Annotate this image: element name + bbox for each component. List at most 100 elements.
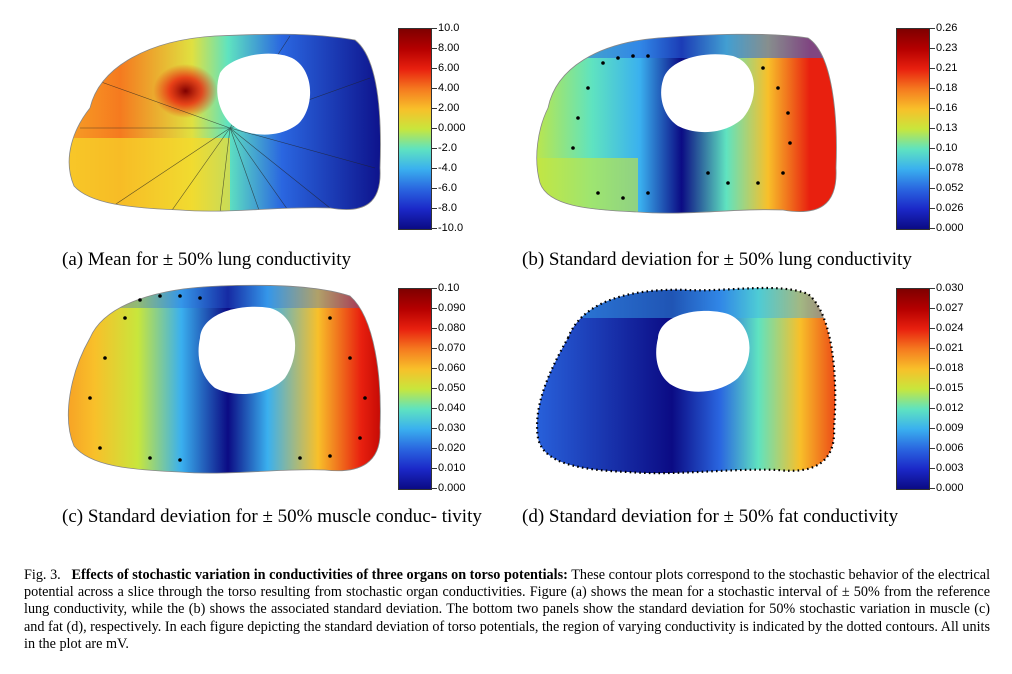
colorbar-band — [399, 169, 431, 189]
colorbar-band — [897, 329, 929, 349]
colorbar-tick-label: 0.015 — [930, 382, 964, 394]
figure-body: These contour plots correspond to the st… — [24, 567, 991, 652]
colorbar-tick-label: -6.0 — [432, 182, 457, 194]
colorbar-tick-label: 0.13 — [930, 122, 957, 134]
colorbar-band — [897, 409, 929, 429]
colorbar-tick-label: 0.006 — [930, 442, 964, 454]
colorbar-band — [399, 109, 431, 129]
colorbar-tick-label: -10.0 — [432, 222, 463, 234]
colorbar-b — [896, 28, 930, 230]
colorbar-tick-label: -2.0 — [432, 142, 457, 154]
colorbar-band — [897, 189, 929, 209]
colorbar-tick-label: 8.00 — [432, 42, 459, 54]
colorbar-band — [399, 329, 431, 349]
colorbar-tick-label: 0.18 — [930, 82, 957, 94]
panel-b: 0.26 0.23 0.21 0.18 0.16 0.13 0.10 0.078 0.052 0.… — [528, 18, 988, 246]
colorbar-tick-label: 0.10 — [432, 282, 459, 294]
colorbar-band — [399, 49, 431, 69]
colorbar-tick-label: 0.052 — [930, 182, 964, 194]
subcaption-d: (d) Standard deviation for ± 50% fat con… — [522, 506, 899, 527]
colorbar-tick-label: 0.040 — [432, 402, 466, 414]
contour-plot-a — [68, 33, 381, 212]
colorbar-ticks-b: 0.26 0.23 0.21 0.18 0.16 0.13 0.10 0.078 0.052 0.… — [930, 22, 988, 236]
colorbar-tick-label: 0.021 — [930, 342, 964, 354]
colorbar-tick-label: 0.000 — [432, 482, 466, 494]
colorbar-band — [897, 449, 929, 469]
colorbar-band — [897, 29, 929, 49]
colorbar-band — [399, 89, 431, 109]
dotted-contour-b — [571, 54, 792, 200]
subcaption-c: (c) Standard deviation for ± 50% muscle … — [62, 506, 482, 527]
colorbar-tick-label: 0.010 — [432, 462, 466, 474]
colorbar-tick-label: 0.000 — [930, 482, 964, 494]
colorbar-ticks-c: 0.10 0.090 0.080 0.070 0.060 0.050 0.040 0.030 0… — [432, 282, 490, 496]
colorbar-tick-label: 0.030 — [432, 422, 466, 434]
colorbar-band — [399, 429, 431, 449]
panel-d: 0.030 0.027 0.024 0.021 0.018 0.015 0.012 0.009… — [528, 278, 988, 506]
colorbar-tick-label: 0.018 — [930, 362, 964, 374]
figure-label: Fig. 3. — [24, 567, 61, 583]
colorbar-band — [399, 129, 431, 149]
colorbar-band — [897, 209, 929, 229]
torso-field-c — [68, 285, 381, 474]
lung-hole-a — [217, 53, 311, 135]
colorbar-tick-label: 0.26 — [930, 22, 957, 34]
colorbar-tick-label: 0.16 — [930, 102, 957, 114]
colorbar-band — [897, 109, 929, 129]
dotted-contour-c — [88, 294, 367, 462]
colorbar-tick-label: 0.080 — [432, 322, 466, 334]
colorbar-tick-label: 2.00 — [432, 102, 459, 114]
colorbar-band — [897, 429, 929, 449]
colorbar-band — [897, 289, 929, 309]
panel-a: 10.0 8.00 6.00 4.00 2.00 0.000 -2.0 -4.0 -6.0 -8.… — [30, 18, 490, 246]
colorbar-ticks-d: 0.030 0.027 0.024 0.021 0.018 0.015 0.012 0.009… — [930, 282, 988, 496]
colorbar-band — [399, 409, 431, 429]
colorbar-band — [897, 389, 929, 409]
colorbar-band — [897, 149, 929, 169]
colorbar-band — [399, 289, 431, 309]
colorbar-tick-label: 0.10 — [930, 142, 957, 154]
colorbar-band — [399, 69, 431, 89]
colorbar-band — [897, 349, 929, 369]
colorbar-band — [897, 369, 929, 389]
colorbar-tick-label: 0.21 — [930, 62, 957, 74]
colorbar-d — [896, 288, 930, 490]
colorbar-band — [399, 369, 431, 389]
colorbar-tick-label: 0.030 — [930, 282, 964, 294]
contour-plot-d — [536, 286, 837, 475]
colorbar-c — [398, 288, 432, 490]
colorbar-tick-label: 0.078 — [930, 162, 964, 174]
panel-c: 0.10 0.090 0.080 0.070 0.060 0.050 0.040 0.030 0… — [30, 278, 490, 506]
lung-hole-c — [198, 306, 296, 394]
colorbar-tick-label: -8.0 — [432, 202, 457, 214]
colorbar-ticks-a: 10.0 8.00 6.00 4.00 2.00 0.000 -2.0 -4.0 -6.0 -8.… — [432, 22, 490, 236]
colorbar-band — [897, 49, 929, 69]
colorbar-tick-label: 0.012 — [930, 402, 964, 414]
colorbar-tick-label: 0.060 — [432, 362, 466, 374]
colorbar-tick-label: 0.23 — [930, 42, 957, 54]
colorbar-tick-label: 0.024 — [930, 322, 964, 334]
colorbar-tick-label: 0.000 — [432, 122, 466, 134]
colorbar-tick-label: 0.003 — [930, 462, 964, 474]
colorbar-band — [399, 349, 431, 369]
colorbar-band — [897, 89, 929, 109]
figure-caption: Fig. 3. Effects of stochastic variation … — [24, 567, 990, 653]
torso-field-a — [69, 34, 381, 212]
colorbar-tick-label: 10.0 — [432, 22, 459, 34]
colorbar-tick-label: 0.020 — [432, 442, 466, 454]
colorbar-band — [399, 209, 431, 229]
colorbar-tick-label: 0.026 — [930, 202, 964, 214]
contour-plot-b — [536, 33, 837, 214]
figure-title: Effects of stochastic variation in condu… — [71, 567, 568, 583]
lung-hole-d — [656, 310, 750, 392]
colorbar-band — [399, 449, 431, 469]
colorbar-band — [897, 169, 929, 189]
colorbar-band — [399, 389, 431, 409]
colorbar-tick-label: 6.00 — [432, 62, 459, 74]
colorbar-band — [399, 149, 431, 169]
colorbar-band — [399, 29, 431, 49]
colorbar-tick-label: 0.009 — [930, 422, 964, 434]
colorbar-tick-label: 0.027 — [930, 302, 964, 314]
colorbar-band — [399, 309, 431, 329]
colorbar-tick-label: -4.0 — [432, 162, 457, 174]
